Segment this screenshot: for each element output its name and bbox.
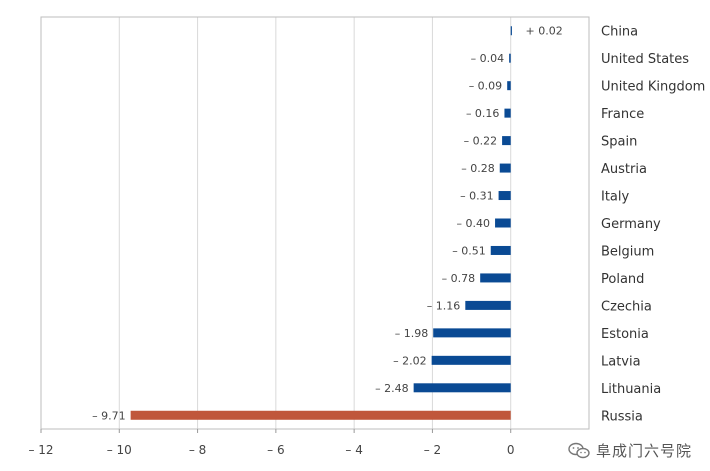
grid-lines	[118, 17, 512, 429]
data-labels: + 0.02 – 0.04 – 0.09 – 0.16 – 0.22 – 0.28 – 0.…	[92, 25, 563, 423]
category-label: Russia	[601, 409, 643, 424]
bar	[433, 328, 511, 338]
x-tick-label: – 8	[189, 443, 206, 457]
data-label: – 0.22	[464, 135, 498, 148]
bar	[510, 26, 512, 36]
data-label: + 0.02	[525, 25, 562, 38]
x-tick-label: – 6	[267, 443, 284, 457]
data-label: – 0.51	[452, 244, 486, 257]
plot-frame	[40, 16, 590, 430]
wechat-icon	[568, 442, 590, 458]
data-label: – 0.09	[469, 80, 503, 93]
x-tick-label: – 2	[424, 443, 441, 457]
category-labels: China United States United Kingdom France Sp…	[601, 25, 705, 425]
bars	[130, 26, 512, 420]
data-label: – 1.98	[395, 327, 429, 340]
bar	[504, 108, 511, 118]
category-label: Estonia	[601, 327, 649, 342]
bar	[431, 355, 511, 365]
bar	[507, 81, 511, 91]
data-label: – 2.48	[375, 382, 409, 395]
bar	[465, 300, 511, 310]
bar	[509, 53, 511, 63]
bar	[498, 191, 511, 201]
data-label: – 0.31	[460, 190, 494, 203]
category-label: Austria	[601, 162, 647, 177]
x-tick-label: 0	[507, 443, 515, 457]
data-label: – 2.02	[393, 354, 427, 367]
category-label: Italy	[601, 190, 630, 205]
category-label: Belgium	[601, 244, 654, 259]
bar	[480, 273, 511, 283]
x-tick-label: – 12	[28, 443, 53, 457]
bar	[499, 163, 511, 173]
category-label: France	[601, 107, 644, 122]
data-label: – 0.40	[457, 217, 491, 230]
category-label: United Kingdom	[601, 80, 705, 95]
category-label: Spain	[601, 135, 637, 150]
data-label: – 1.16	[427, 299, 461, 312]
x-tick-label: – 4	[345, 443, 362, 457]
data-label: – 0.28	[461, 162, 495, 175]
data-label: – 9.71	[92, 409, 126, 422]
watermark-text: 阜成门六号院	[595, 442, 692, 460]
category-label: Lithuania	[601, 382, 661, 397]
category-label: China	[601, 25, 638, 40]
data-label: – 0.16	[466, 107, 500, 120]
category-label: United States	[601, 52, 689, 67]
bar	[502, 136, 511, 146]
category-label: Czechia	[601, 299, 652, 314]
bar	[413, 383, 511, 393]
bar	[130, 410, 511, 420]
category-label: Germany	[601, 217, 661, 232]
x-tick-label: – 10	[107, 443, 132, 457]
category-label: Latvia	[601, 354, 641, 369]
data-label: – 0.78	[442, 272, 476, 285]
data-label: – 0.04	[471, 52, 505, 65]
category-label: Poland	[601, 272, 644, 287]
x-axis-ticks: – 12 – 10 – 8 – 6 – 4 – 2 0	[28, 429, 515, 457]
bar	[490, 245, 511, 255]
bar	[495, 218, 511, 228]
watermark: 阜成门六号院	[568, 440, 692, 461]
